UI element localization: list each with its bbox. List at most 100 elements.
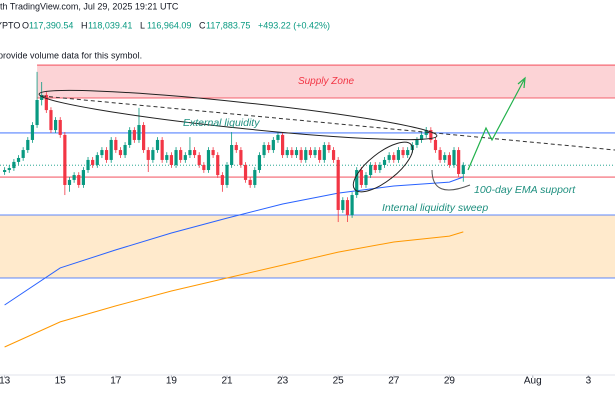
symbol: YPTO (0, 20, 20, 30)
candle-body (318, 150, 322, 160)
candle-body (322, 145, 326, 160)
x-tick-label: 27 (388, 376, 400, 387)
candle-body (109, 139, 113, 160)
candle-body (35, 100, 39, 126)
candle-body (243, 164, 248, 180)
candle-body (355, 170, 359, 196)
candle-body (151, 150, 155, 160)
candle-body (387, 155, 391, 160)
ohlc-value: 117,883.75 (206, 20, 250, 30)
x-tick-label: 15 (55, 376, 67, 387)
candle-body (276, 134, 280, 140)
zone-label: Supply Zone (298, 76, 355, 87)
candle-body (396, 150, 401, 160)
candle-body (165, 155, 169, 160)
candle-body (174, 150, 178, 165)
candle-body (401, 150, 405, 156)
candle-body (100, 150, 104, 156)
candle-body (63, 134, 67, 185)
candle-body (262, 145, 266, 156)
ema-line (4, 176, 464, 306)
candle-body (419, 134, 424, 140)
candle-body (382, 159, 387, 165)
candle-body (26, 139, 30, 151)
candle-body (369, 164, 373, 176)
candle-body (192, 150, 197, 156)
arrow-head (517, 76, 526, 89)
x-tick-label: 13 (0, 376, 11, 387)
candle-body (12, 161, 16, 169)
candle-body (392, 155, 396, 160)
candle-body (359, 170, 363, 185)
candle-body (239, 150, 243, 165)
candle-body (179, 150, 183, 160)
candle-body (313, 150, 317, 156)
candle-body (216, 155, 220, 176)
candle-body (294, 150, 299, 156)
candle-body (290, 150, 294, 156)
x-tick-label: 17 (110, 376, 122, 387)
candle-body (72, 175, 76, 180)
candle-body (457, 150, 461, 174)
candle-body (336, 159, 340, 210)
x-tick-label: 19 (166, 376, 178, 387)
ohlc-value: 117,390.54 (29, 20, 73, 30)
candle-body (118, 150, 123, 156)
candle-body (137, 125, 141, 140)
x-tick-label: 21 (221, 376, 233, 387)
candle-body (142, 125, 146, 151)
candle-body (67, 179, 72, 185)
candle-body (350, 195, 354, 216)
ohlc-value: 116,964.09 (147, 20, 191, 30)
candle-body (86, 159, 90, 171)
candle-body (77, 175, 81, 185)
candle-body (114, 139, 118, 151)
trend-line (41, 95, 615, 151)
candle-body (345, 200, 350, 216)
candle-body (183, 155, 187, 160)
source: ith TradingView.com, Jul 29, 2025 19:21 … (0, 1, 179, 11)
annotation: Internal liquidity sweep (382, 202, 488, 214)
candle-body (433, 139, 438, 151)
candle-body (234, 145, 238, 151)
candle-body (53, 119, 58, 131)
candle-body (443, 155, 447, 160)
candle-body (21, 150, 25, 158)
candle-body (304, 150, 308, 160)
candle-body (91, 159, 95, 165)
candle-body (104, 150, 109, 160)
candle-body (438, 150, 442, 160)
candle-body (225, 164, 229, 185)
sweep-ellipse (352, 141, 414, 193)
candle-body (16, 157, 21, 162)
candle-body (160, 139, 164, 160)
candle-body (3, 170, 7, 172)
ohlc-label: H (81, 20, 88, 30)
annotation: 100-day EMA support (474, 184, 576, 196)
candle-body (188, 150, 192, 156)
candle-body (415, 139, 419, 145)
candle-body (267, 145, 271, 151)
candle-body (364, 175, 368, 185)
x-tick-label: 29 (444, 376, 456, 387)
candle-body (299, 150, 303, 160)
candle-body (429, 130, 433, 140)
candle-body (220, 175, 224, 185)
candle-body (211, 150, 215, 156)
candle-body (30, 125, 35, 140)
candle-body (202, 164, 206, 171)
projection-arrow (467, 79, 525, 171)
candle-body (308, 150, 312, 156)
candle-body (248, 179, 252, 185)
candle-body (373, 164, 377, 171)
candle-body (40, 94, 44, 100)
candle-body (44, 94, 48, 111)
candle-body (253, 170, 257, 185)
candle-body (406, 150, 410, 156)
candle-body (58, 119, 62, 135)
candle-body (7, 168, 11, 171)
candle-body (132, 130, 136, 140)
